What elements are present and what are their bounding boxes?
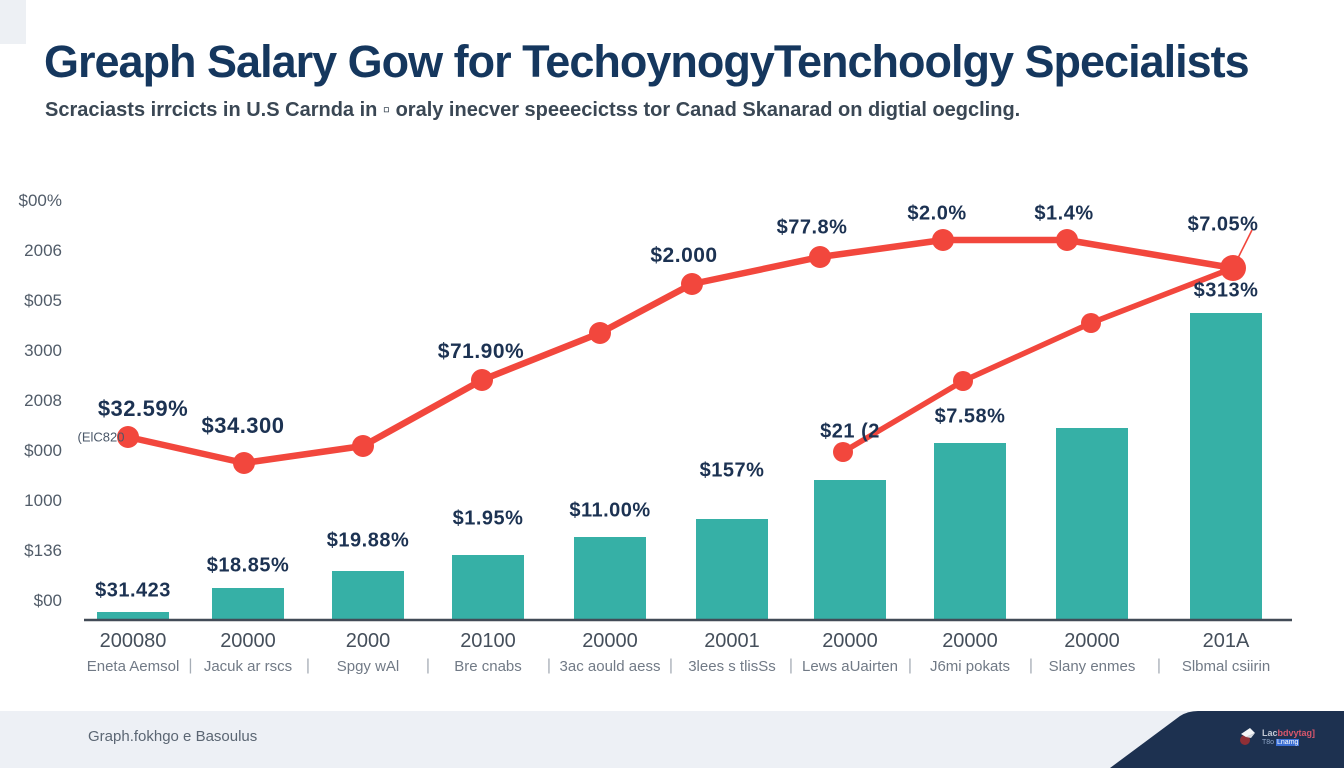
- x-axis-separator: |: [546, 657, 552, 674]
- logo-line2-plain: T8o: [1262, 738, 1277, 746]
- data-point: [471, 369, 493, 391]
- y-tick-label: 2008: [24, 391, 62, 410]
- brand-logo-text: Lacbdvytag] T8o Lnamg: [1262, 728, 1315, 747]
- x-axis-category-label: Spgy wAl: [336, 658, 400, 675]
- bar: [934, 443, 1006, 620]
- y-tick-label: $005: [24, 291, 62, 310]
- bar-value-label: $21 (2: [820, 420, 880, 443]
- x-axis-year-label: 201A: [1202, 630, 1250, 652]
- bar: [452, 555, 524, 620]
- y-tick-label: $000: [24, 441, 62, 460]
- line-value-label: $32.59%: [97, 396, 189, 421]
- bar-value-label: $7.58%: [934, 405, 1006, 428]
- x-axis-category-label: Slany enmes: [1048, 658, 1136, 675]
- brand-logo: Lacbdvytag] T8o Lnamg: [1238, 726, 1315, 748]
- logo-line2-highlight: Lnamg: [1276, 738, 1300, 746]
- line-value-label: (ElC820: [77, 429, 125, 445]
- bar: [814, 480, 886, 620]
- x-axis-year-label: 20100: [460, 630, 516, 652]
- x-axis-separator: |: [305, 657, 311, 674]
- data-point: [1220, 255, 1246, 281]
- data-point: [833, 442, 853, 462]
- bar: [1190, 313, 1262, 620]
- trend-line-b: [840, 265, 1236, 455]
- x-axis-separator: |: [188, 657, 193, 674]
- line-value-label: $2.0%: [907, 202, 967, 225]
- x-axis-separator: |: [668, 657, 674, 674]
- brand-logo-text-line1: Lacbdvytag]: [1262, 728, 1315, 738]
- bar-value-label: $18.85%: [206, 554, 290, 577]
- logo-line1-dim: Lac: [1262, 727, 1278, 738]
- data-point: [681, 273, 703, 295]
- x-axis-separator: |: [788, 657, 794, 674]
- x-axis-separator: |: [425, 657, 431, 674]
- line-value-label: $77.8%: [776, 216, 848, 239]
- x-axis-category-label: Jacuk ar rscs: [203, 658, 293, 675]
- x-axis-category-label: Bre cnabs: [454, 658, 522, 675]
- line-value-label: $1.4%: [1034, 202, 1094, 225]
- y-tick-label: 1000: [24, 491, 62, 510]
- brand-logo-text-line2: T8o Lnamg: [1262, 738, 1315, 747]
- x-axis-year-label: 20001: [704, 630, 760, 652]
- bar: [574, 537, 646, 620]
- brand-logo-icon: [1240, 728, 1255, 745]
- logo-line1-red: bdvytag]: [1277, 727, 1316, 738]
- line-value-label: $2.000: [650, 244, 718, 267]
- data-point: [809, 246, 831, 268]
- y-tick-label: $136: [24, 541, 62, 560]
- data-point: [589, 322, 611, 344]
- bar: [332, 571, 404, 620]
- bar-value-label: $1.95%: [452, 507, 524, 530]
- bar: [97, 612, 169, 620]
- data-point: [1081, 313, 1101, 333]
- data-point: [233, 452, 255, 474]
- x-axis-separator: |: [1156, 657, 1162, 674]
- x-axis-year-label: 20000: [1064, 630, 1120, 652]
- footer-note: Graph.fokhgo e Basoulus: [88, 728, 258, 745]
- line-value-label: $71.90%: [437, 340, 525, 363]
- y-tick-label: 2006: [24, 241, 62, 260]
- x-axis-year-label: 20000: [582, 630, 638, 652]
- x-axis-year-label: 20000: [942, 630, 998, 652]
- x-axis-category-label: Slbmal csiirin: [1181, 658, 1271, 675]
- corner-accent: [0, 0, 26, 44]
- x-axis-category-label: 3lees s tlisSs: [688, 658, 776, 675]
- x-axis-separator: |: [1028, 657, 1034, 674]
- x-axis-separator: |: [907, 657, 913, 674]
- y-tick-label: $00: [33, 591, 62, 610]
- page-title: Greaph Salary Gow for TechoynogyTenchool…: [44, 36, 1250, 87]
- bar-value-label: $313%: [1193, 279, 1259, 302]
- data-point: [1056, 229, 1078, 251]
- y-tick-label: 3000: [24, 341, 62, 360]
- bar-value-label: $11.00%: [569, 499, 651, 522]
- data-point: [953, 371, 973, 391]
- x-axis-year-label: 20000: [220, 630, 276, 652]
- x-axis-category-label: Eneta Aemsol: [86, 658, 180, 675]
- data-point: [932, 229, 954, 251]
- bar: [696, 519, 768, 620]
- data-point: [352, 435, 374, 457]
- x-axis-category-label: 3ac aould aess: [559, 658, 661, 675]
- x-axis-year-label: 2000: [345, 630, 391, 652]
- page-subtitle: Scraciasts irrcicts in U.S Carnda in ▫ o…: [45, 99, 1021, 121]
- x-axis-year-label: 20000: [822, 630, 878, 652]
- y-tick-label: $00%: [18, 191, 62, 210]
- trend-line-a: [124, 236, 1237, 467]
- bar: [1056, 428, 1128, 620]
- line-value-label: $34.300: [201, 413, 285, 438]
- x-axis-category-label: J6mi pokats: [929, 658, 1011, 675]
- x-axis-category-label: Lews aUairten: [802, 658, 898, 675]
- bar-value-label: $19.88%: [326, 529, 410, 552]
- data-point: [117, 426, 139, 448]
- bar-value-label: $31.423: [95, 579, 171, 602]
- bar-value-label: $157%: [699, 459, 765, 482]
- bar: [212, 588, 284, 620]
- line-value-label: $7.05%: [1187, 213, 1259, 236]
- x-axis-year-label: 200080: [99, 630, 167, 652]
